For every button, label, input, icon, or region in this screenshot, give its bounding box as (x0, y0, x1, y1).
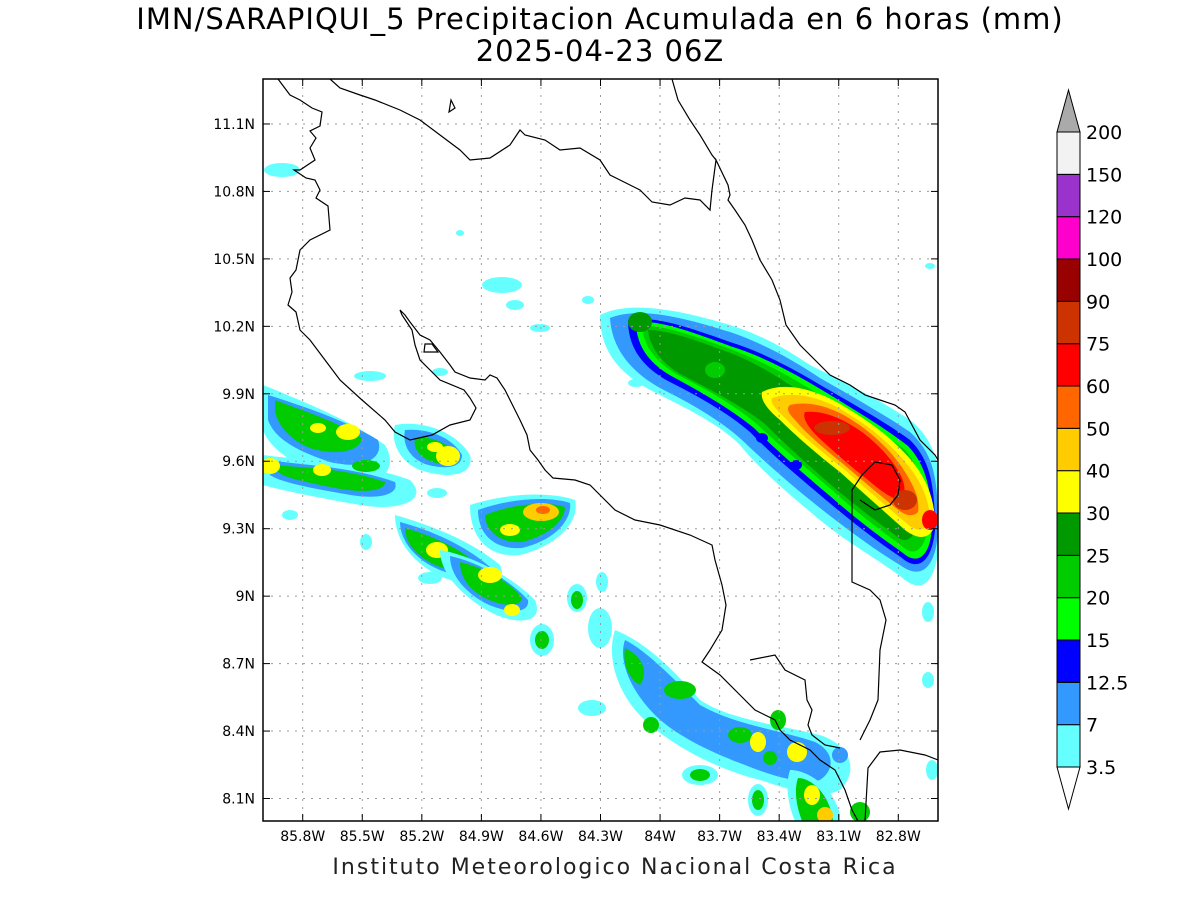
colorbar-swatch (1056, 258, 1081, 302)
colorbar-swatch (1056, 554, 1081, 599)
colorbar-label: 40 (1086, 461, 1110, 483)
lat-tick-label: 8.1N (222, 792, 255, 808)
colorbar-swatch (1056, 300, 1081, 345)
map-valid-time: 2025-04-23 06Z (475, 34, 725, 68)
lat-tick-label: 9.6N (222, 454, 255, 470)
lon-tick-label: 84.9W (459, 829, 504, 845)
colorbar-swatch (1056, 681, 1081, 726)
colorbar-swatch (1056, 639, 1081, 683)
colorbar-label: 30 (1086, 503, 1110, 525)
precipitation-colorbar: 3.5 7 12.5 15 20 25 30 40 50 60 75 90 100 120 150 200 (1056, 88, 1128, 811)
coastlines (277, 79, 938, 821)
colorbar-swatch (1056, 385, 1081, 429)
precipitation-field (263, 163, 938, 821)
map-grid (263, 79, 938, 821)
colorbar-swatch (1056, 343, 1081, 387)
colorbar-swatch (1056, 512, 1081, 556)
lon-tick-label: 84W (644, 829, 676, 845)
lon-tick-label: 82.8W (876, 829, 921, 845)
colorbar-label: 3.5 (1086, 757, 1116, 779)
lat-tick-label: 11.1N (213, 117, 255, 133)
lon-tick-label: 85.8W (280, 829, 325, 845)
colorbar-swatch (1056, 427, 1081, 472)
colorbar-label: 25 (1086, 545, 1110, 567)
colorbar-under-triangle (1056, 766, 1081, 811)
lat-tick-label: 10.2N (213, 319, 255, 335)
lat-tick-label: 10.5N (213, 252, 255, 268)
lat-tick-label: 8.7N (222, 657, 255, 673)
colorbar-swatch (1056, 597, 1081, 641)
colorbar-label: 60 (1086, 376, 1110, 398)
colorbar-label: 7 (1086, 715, 1098, 737)
colorbar-label: 12.5 (1086, 672, 1128, 694)
colorbar-label: 120 (1086, 207, 1122, 229)
lat-tick-label: 9N (236, 589, 255, 605)
colorbar-label: 15 (1086, 630, 1110, 652)
lon-tick-label: 83.7W (697, 829, 742, 845)
lat-tick-label: 8.4N (222, 724, 255, 740)
lon-tick-label: 85.2W (399, 829, 444, 845)
lon-tick-label: 85.5W (340, 829, 385, 845)
lat-tick-label: 9.3N (222, 522, 255, 538)
colorbar-swatch (1056, 216, 1081, 260)
lon-tick-label: 83.1W (816, 829, 861, 845)
rain-band-caribbean (456, 230, 938, 586)
colorbar-swatch (1056, 173, 1081, 218)
lat-tick-label: 10.8N (213, 184, 255, 200)
colorbar-label: 75 (1086, 334, 1110, 356)
lat-tick-label: 9.9N (222, 387, 255, 403)
colorbar-label: 90 (1086, 291, 1110, 313)
colorbar-label: 200 (1086, 122, 1122, 144)
latitude-axis: 11.1N 10.8N 10.5N 10.2N 9.9N 9.6N 9.3N 9N 8.7N 8.… (213, 117, 938, 808)
longitude-axis: 85.8W 85.5W 85.2W 84.9W 84.6W 84.3W 84W 83.7W 83… (280, 79, 921, 845)
colorbar-label: 20 (1086, 588, 1110, 610)
lon-tick-label: 83.4W (757, 829, 802, 845)
lon-tick-label: 84.6W (518, 829, 563, 845)
colorbar-label: 100 (1086, 249, 1122, 271)
colorbar-over-triangle (1056, 88, 1081, 133)
institution-credit: Instituto Meteorologico Nacional Costa R… (332, 855, 898, 880)
colorbar-swatch (1056, 724, 1081, 768)
colorbar-label: 50 (1086, 418, 1110, 440)
colorbar-swatch (1056, 470, 1081, 514)
lon-tick-label: 84.3W (578, 829, 623, 845)
rain-band-pacific (263, 163, 938, 821)
map-title: IMN/SARAPIQUI_5 Precipitacion Acumulada … (136, 2, 1064, 36)
colorbar-swatch (1056, 131, 1081, 175)
colorbar-label: 150 (1086, 164, 1122, 186)
